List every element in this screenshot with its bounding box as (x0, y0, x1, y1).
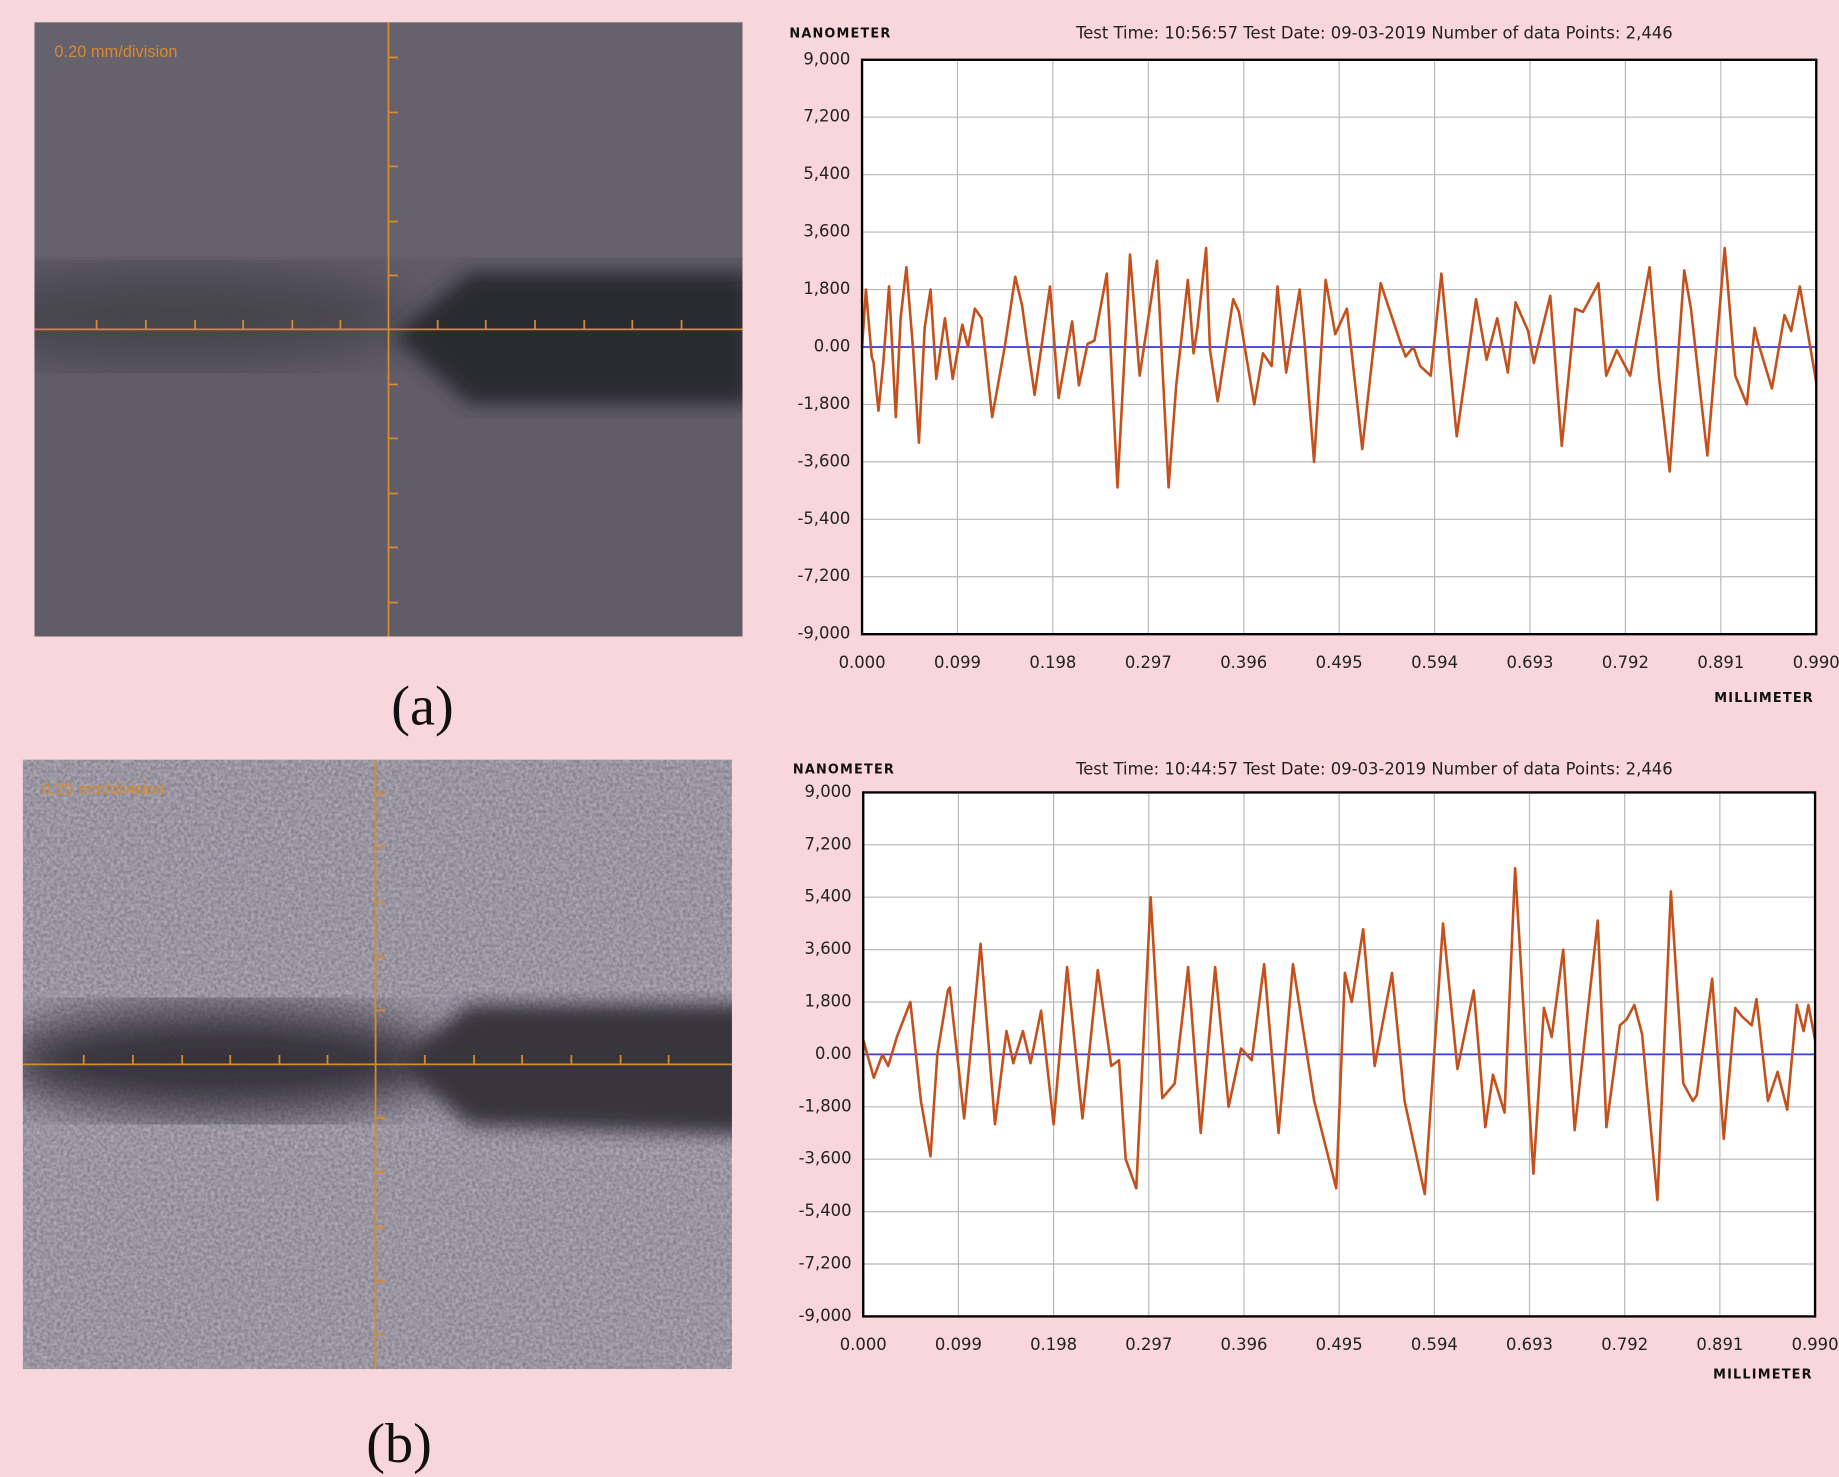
y-tick-label: 3,600 (803, 222, 850, 241)
y-tick-label: 1,800 (803, 279, 850, 298)
x-tick-label: 0.198 (1030, 1335, 1077, 1354)
y-tick-label: 5,400 (803, 164, 850, 183)
x-tick-label: 0.792 (1601, 1335, 1648, 1354)
y-tick-label: -3,600 (799, 1149, 852, 1168)
plot-frame (862, 791, 1817, 1318)
x-tick-label: 0.099 (935, 1335, 982, 1354)
x-tick-label: 0.693 (1506, 1335, 1553, 1354)
x-tick-label: 0.396 (1220, 653, 1267, 672)
y-tick-label: 7,200 (803, 107, 850, 126)
chart-title: Test Time: 10:56:57 Test Date: 09-03-201… (1075, 23, 1673, 42)
y-tick-label: 7,200 (805, 834, 852, 853)
y-tick-label: -3,600 (797, 451, 850, 470)
micrograph-a (34, 22, 743, 637)
panel-label: (b) (366, 1413, 432, 1475)
x-tick-label: 0.198 (1029, 653, 1076, 672)
y-tick-label: 1,800 (805, 992, 852, 1011)
chart-title: Test Time: 10:44:57 Test Date: 09-03-201… (1075, 760, 1673, 779)
x-tick-label: 0.990 (1792, 1335, 1839, 1354)
y-tick-label: -7,200 (799, 1254, 852, 1273)
y-tick-label: -7,200 (797, 566, 850, 585)
y-tick-label: 9,000 (805, 782, 852, 801)
y-axis-label: NANOMETER (789, 26, 891, 41)
data-line (860, 246, 1818, 489)
scale-text: 0.20 mm/division (54, 43, 177, 61)
x-axis-label: MILLIMETER (1713, 1368, 1813, 1383)
x-tick-label: 0.000 (840, 1335, 887, 1354)
y-tick-label: -9,000 (799, 1306, 852, 1325)
x-tick-label: 0.594 (1411, 653, 1458, 672)
x-tick-label: 0.495 (1316, 1335, 1363, 1354)
y-tick-label: -5,400 (797, 509, 850, 528)
data-line (861, 866, 1817, 1202)
y-tick-label: -5,400 (799, 1201, 852, 1220)
y-tick-label: -9,000 (797, 624, 850, 643)
y-tick-label: -1,800 (799, 1096, 852, 1115)
x-tick-label: 0.891 (1697, 653, 1744, 672)
micrograph-b (22, 759, 732, 1370)
panel-label: (a) (391, 675, 453, 737)
y-tick-label: 3,600 (805, 939, 852, 958)
x-tick-label: 0.594 (1411, 1335, 1458, 1354)
y-tick-label: 5,400 (805, 887, 852, 906)
y-tick-label: 0.00 (815, 1044, 852, 1063)
y-tick-label: 9,000 (803, 49, 850, 68)
x-tick-label: 0.297 (1125, 1335, 1172, 1354)
x-tick-label: 0.792 (1602, 653, 1649, 672)
x-tick-label: 0.693 (1507, 653, 1554, 672)
x-tick-label: 0.000 (839, 653, 886, 672)
scale-text: 0.20 mm/division (42, 780, 165, 798)
x-axis-label: MILLIMETER (1714, 691, 1814, 706)
x-tick-label: 0.891 (1696, 1335, 1743, 1354)
x-tick-label: 0.990 (1793, 653, 1839, 672)
plot-frame (860, 58, 1818, 636)
x-tick-label: 0.297 (1125, 653, 1172, 672)
y-tick-label: -1,800 (797, 394, 850, 413)
x-tick-label: 0.396 (1220, 1335, 1267, 1354)
x-tick-label: 0.495 (1316, 653, 1363, 672)
y-axis-label: NANOMETER (793, 763, 895, 778)
x-tick-label: 0.099 (934, 653, 981, 672)
y-tick-label: 0.00 (814, 336, 851, 355)
